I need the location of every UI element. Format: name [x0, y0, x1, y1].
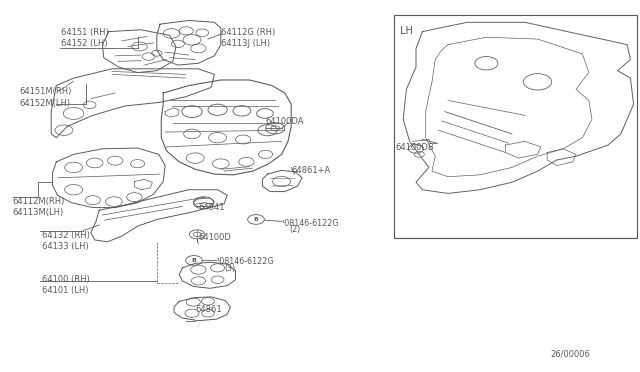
Text: 64101 (LH): 64101 (LH) — [42, 286, 88, 295]
Text: 64133 (LH): 64133 (LH) — [42, 242, 88, 251]
Text: 64132 (RH): 64132 (RH) — [42, 231, 90, 240]
Text: 64152M(LH): 64152M(LH) — [19, 99, 70, 108]
Text: 64113M(LH): 64113M(LH) — [13, 208, 64, 217]
Text: (2): (2) — [289, 225, 301, 234]
Text: B: B — [191, 258, 196, 263]
Text: 64861: 64861 — [195, 305, 222, 314]
Text: 64841: 64841 — [198, 203, 225, 212]
Text: 64151M(RH): 64151M(RH) — [19, 87, 72, 96]
Text: 64112M(RH): 64112M(RH) — [13, 197, 65, 206]
Text: 26/00006: 26/00006 — [550, 350, 590, 359]
Text: 64100 (RH): 64100 (RH) — [42, 275, 90, 284]
Text: 64100D: 64100D — [198, 232, 231, 241]
Text: 64861+A: 64861+A — [291, 166, 330, 174]
Text: LH: LH — [400, 26, 413, 36]
Text: 64100DB: 64100DB — [396, 143, 435, 152]
Text: 64152 (LH): 64152 (LH) — [61, 39, 108, 48]
Text: (3): (3) — [224, 264, 235, 273]
Text: 64112G (RH): 64112G (RH) — [221, 28, 275, 37]
Text: 64100DA: 64100DA — [266, 117, 304, 126]
Text: ¹08146-6122G: ¹08146-6122G — [282, 219, 339, 228]
Text: ¹08146-6122G: ¹08146-6122G — [216, 257, 274, 266]
Text: 64113J (LH): 64113J (LH) — [221, 39, 270, 48]
Bar — [394, 15, 637, 238]
Text: 64151 (RH): 64151 (RH) — [61, 28, 109, 37]
Text: B: B — [253, 217, 259, 222]
